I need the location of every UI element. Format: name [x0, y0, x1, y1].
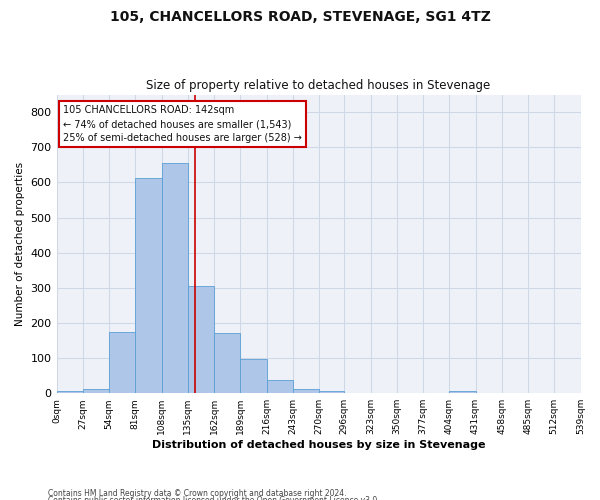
Bar [266, 380, 293, 393]
Bar [344, 392, 371, 393]
Title: Size of property relative to detached houses in Stevenage: Size of property relative to detached ho… [146, 79, 491, 92]
Bar [188, 286, 214, 393]
Bar [449, 392, 476, 393]
Y-axis label: Number of detached properties: Number of detached properties [15, 162, 25, 326]
Bar [319, 392, 344, 393]
Bar [83, 388, 109, 393]
Bar [161, 162, 188, 393]
Bar [214, 334, 240, 393]
Bar [240, 359, 266, 393]
Bar [293, 388, 319, 393]
Bar [371, 392, 397, 393]
Bar [56, 392, 83, 393]
X-axis label: Distribution of detached houses by size in Stevenage: Distribution of detached houses by size … [152, 440, 485, 450]
Text: Contains HM Land Registry data © Crown copyright and database right 2024.: Contains HM Land Registry data © Crown c… [48, 488, 347, 498]
Text: 105 CHANCELLORS ROAD: 142sqm
← 74% of detached houses are smaller (1,543)
25% of: 105 CHANCELLORS ROAD: 142sqm ← 74% of de… [64, 105, 302, 143]
Text: 105, CHANCELLORS ROAD, STEVENAGE, SG1 4TZ: 105, CHANCELLORS ROAD, STEVENAGE, SG1 4T… [110, 10, 490, 24]
Bar [135, 178, 161, 393]
Bar [109, 332, 135, 393]
Text: Contains public sector information licensed under the Open Government Licence v3: Contains public sector information licen… [48, 496, 380, 500]
